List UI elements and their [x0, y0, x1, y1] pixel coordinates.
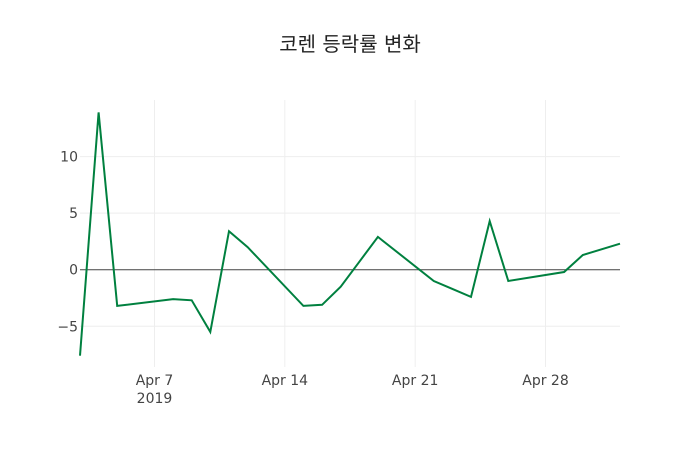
x-tick-label: Apr 28 — [522, 373, 568, 389]
x-tick-label: Apr 21 — [392, 373, 438, 389]
plot-area — [79, 112, 621, 356]
x-tick-label: Apr 14 — [262, 373, 309, 389]
x-tick-year-label: 2019 — [137, 391, 173, 407]
y-tick-label: 5 — [69, 206, 78, 222]
y-tick-label: 0 — [69, 263, 78, 279]
y-gridlines — [80, 156, 620, 327]
x-axis-tick-labels: Apr 7 2019 Apr 14 Apr 21 Apr 28 — [136, 373, 569, 407]
x-gridlines — [153, 100, 547, 367]
chart-title: 코렌 등락률 변화 — [279, 32, 421, 56]
series-line — [79, 112, 621, 356]
y-tick-label: −5 — [57, 319, 78, 335]
y-axis-tick-labels: 10 5 0 −5 — [57, 150, 78, 336]
y-tick-label: 10 — [60, 150, 78, 166]
x-tick-label: Apr 7 — [136, 373, 174, 389]
